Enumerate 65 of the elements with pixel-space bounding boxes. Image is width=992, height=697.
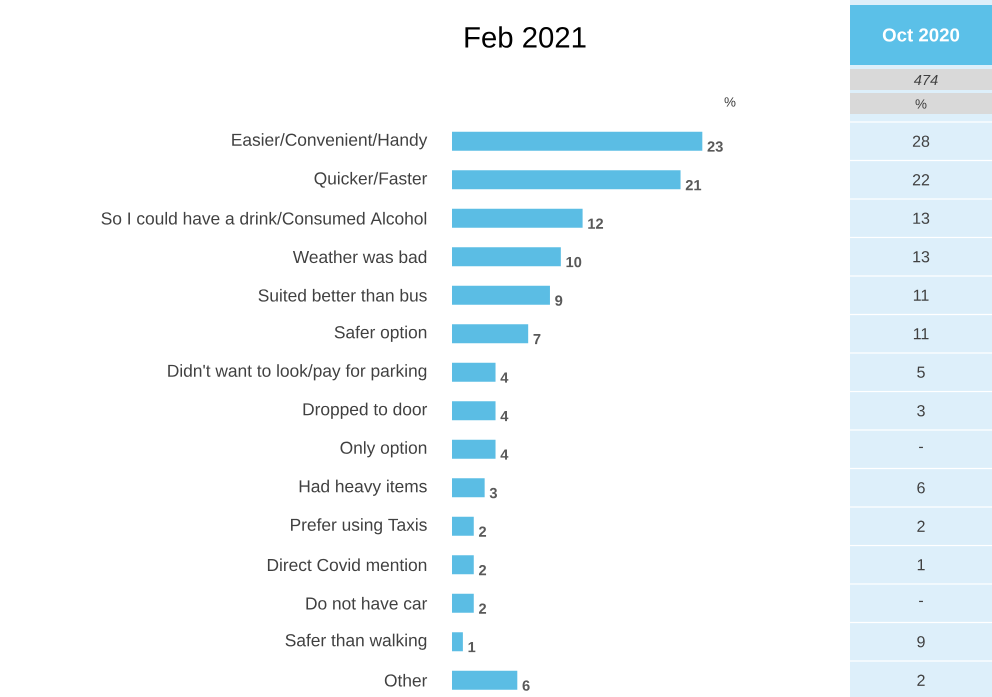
y-tick-label: Easier/Convenient/Handy — [232, 133, 428, 150]
data-label: 3 — [490, 488, 497, 498]
data-label: 22 — [912, 174, 930, 186]
text: 474 — [914, 74, 938, 86]
y-tick-label: Dropped to door — [304, 402, 428, 419]
data-label: 11 — [914, 328, 929, 340]
bar — [452, 401, 496, 420]
data-label: 5 — [917, 366, 925, 378]
y-tick-label: Suited better than bus — [258, 288, 427, 302]
data-label: 1 — [918, 559, 925, 570]
data-label: 9 — [555, 295, 562, 306]
data-label: 7 — [534, 334, 540, 344]
y-tick-label: So I could have a drink/Consumed Alcohol — [102, 212, 426, 225]
data-label: 2 — [917, 520, 925, 532]
data-label: 2 — [478, 526, 486, 537]
data-label: 2 — [917, 674, 925, 686]
y-tick-label: Weather was bad — [292, 250, 426, 264]
chart-title: Feb 2021 — [465, 26, 586, 48]
bar — [452, 208, 583, 228]
data-label: - — [919, 446, 923, 448]
data-label: 1 — [468, 642, 476, 652]
data-label: 11 — [914, 290, 929, 301]
data-label: 6 — [917, 482, 925, 494]
y-tick-label: Prefer using Taxis — [291, 518, 427, 534]
data-label: 6 — [522, 680, 530, 691]
y-tick-label: Safer option — [334, 326, 426, 342]
y-tick-label: Had heavy items — [300, 480, 427, 496]
bar — [452, 478, 485, 498]
data-label: 9 — [917, 636, 925, 648]
text: % — [724, 97, 736, 107]
bar — [452, 170, 681, 190]
bar — [452, 670, 518, 690]
data-label: 12 — [588, 218, 604, 229]
data-label: 3 — [917, 405, 925, 416]
y-tick-label: Do not have car — [306, 596, 428, 610]
bar — [452, 362, 496, 382]
y-tick-label: Other — [384, 674, 428, 687]
data-label: 28 — [912, 136, 930, 147]
bar — [452, 132, 702, 151]
data-label: 13 — [913, 212, 930, 224]
bar — [452, 286, 550, 305]
y-tick-label: Quicker/Faster — [314, 172, 428, 188]
data-label: 4 — [500, 411, 508, 422]
y-tick-label: Only option — [340, 441, 426, 458]
bar — [452, 247, 561, 266]
bar — [452, 516, 474, 536]
data-label: 4 — [500, 450, 508, 460]
bar — [452, 324, 528, 344]
y-tick-label: Safer than walking — [286, 634, 426, 650]
bar — [452, 632, 463, 652]
data-label: 2 — [478, 603, 486, 614]
bar — [452, 555, 474, 574]
text: Oct 2020 — [882, 28, 960, 42]
text: % — [916, 99, 926, 109]
data-label: 21 — [686, 180, 702, 190]
data-label: 13 — [913, 251, 930, 262]
data-label: 10 — [566, 256, 582, 268]
data-label: 4 — [500, 372, 508, 383]
data-label: - — [919, 600, 923, 602]
y-tick-label: Direct Covid mention — [268, 558, 426, 572]
bar — [452, 594, 474, 613]
y-tick-label: Didn't want to look/pay for parking — [168, 364, 426, 380]
data-label: 23 — [708, 141, 723, 152]
data-label: 2 — [478, 564, 486, 576]
bar — [452, 440, 496, 459]
